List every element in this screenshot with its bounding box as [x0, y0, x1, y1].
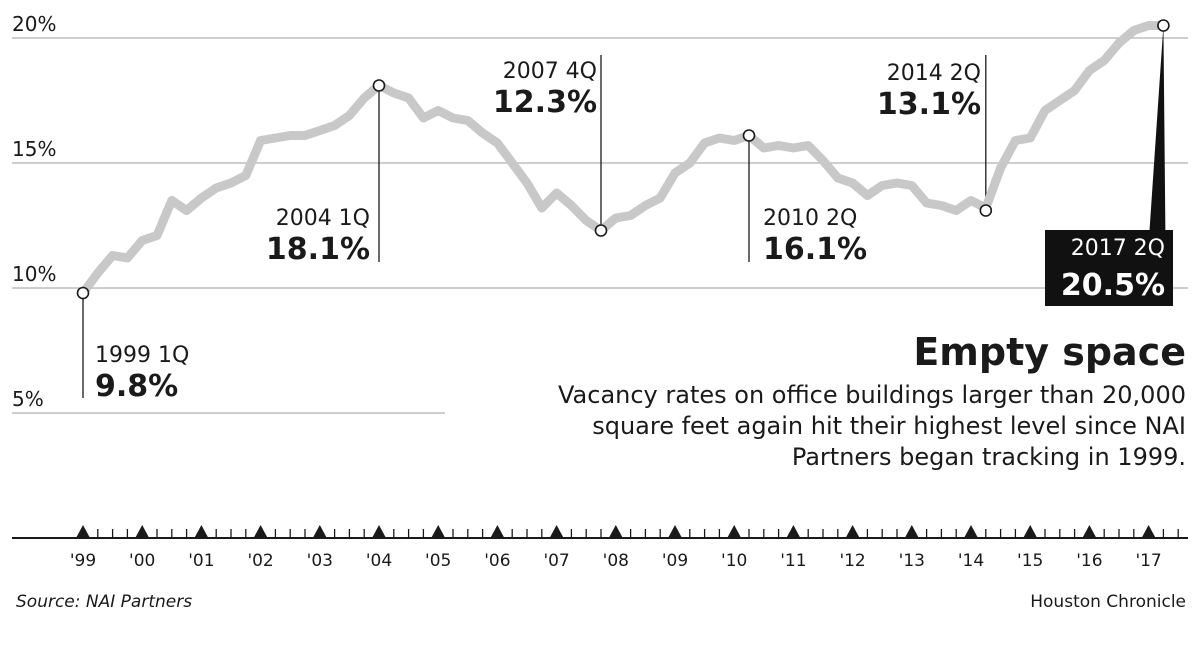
x-tick-label: '09: [662, 551, 688, 571]
x-major-tick: [312, 525, 327, 538]
title-block: Empty space Vacancy rates on office buil…: [546, 330, 1186, 473]
x-major-tick: [431, 525, 446, 538]
x-tick-label: '07: [543, 551, 569, 571]
x-major-tick: [1141, 525, 1156, 538]
annotation-value: 9.8%: [95, 369, 178, 404]
series-layer: [78, 21, 1168, 298]
highlight-callout-box: [1045, 230, 1173, 306]
x-major-tick: [727, 525, 742, 538]
y-axis-tick-labels: 20% 15% 10% 5%: [12, 12, 56, 411]
x-tick-label: '06: [484, 551, 510, 571]
y-tick-label: 20%: [12, 12, 56, 36]
gridlines: [12, 37, 1188, 414]
annotation-label: 2010 2Q: [763, 206, 857, 231]
x-tick-label: '02: [247, 551, 273, 571]
annotation-label: 2014 2Q: [887, 61, 981, 86]
x-major-tick: [845, 525, 860, 538]
source-note: Source: NAI Partners: [16, 592, 193, 612]
x-major-tick: [194, 525, 209, 538]
annotation-marker: [979, 204, 993, 217]
x-tick-label: '08: [603, 551, 629, 571]
x-major-tick: [490, 525, 505, 538]
x-major-tick: [668, 525, 682, 538]
annotation-label: 2007 4Q: [503, 59, 597, 84]
annotation-marker: [76, 286, 90, 300]
x-major-tick: [135, 525, 150, 538]
x-tick-label: '00: [129, 551, 155, 571]
annotation-leader-lines: [82, 25, 1166, 398]
x-major-tick: [786, 525, 801, 538]
annotation-label: 2004 1Q: [276, 206, 370, 231]
annotation-value: 16.1%: [763, 232, 867, 267]
x-tick-label: '04: [366, 551, 392, 571]
x-tick-label: '14: [958, 551, 984, 571]
x-axis: '99 '00 '01 '02 '03 '04 '05 '06 '07 '08 '09 '10 '11 '…: [12, 525, 1188, 571]
x-major-tick: [76, 525, 90, 538]
x-major-tick: [964, 525, 978, 538]
y-tick-label: 15%: [12, 137, 56, 161]
x-tick-label: '15: [1017, 551, 1043, 571]
x-major-tick: [1082, 525, 1097, 538]
x-major-tick: [253, 525, 268, 538]
x-tick-label: '13: [899, 551, 925, 571]
x-tick-label: '12: [839, 551, 865, 571]
annotation-marker: [594, 224, 608, 237]
x-tick-label: '16: [1076, 551, 1102, 571]
x-major-tick: [1023, 525, 1038, 538]
annotation-marker: [372, 79, 386, 92]
annotation-markers: [76, 19, 1170, 300]
annotation-value: 12.3%: [493, 85, 597, 120]
x-major-tick: [608, 525, 623, 538]
annotation-value: 13.1%: [877, 87, 981, 122]
x-tick-label: '01: [188, 551, 214, 571]
annotation-value: 18.1%: [266, 232, 370, 267]
y-tick-label: 5%: [12, 387, 44, 411]
annotation-label: 2017 2Q: [1071, 236, 1165, 261]
x-major-tick: [549, 525, 564, 538]
chart-title: Empty space: [913, 330, 1186, 374]
x-major-tick: [904, 525, 919, 538]
x-tick-label: '03: [307, 551, 333, 571]
x-tick-label: '17: [1135, 551, 1161, 571]
x-tick-label: '99: [70, 551, 96, 571]
x-tick-label: '05: [425, 551, 451, 571]
annotation-label: 1999 1Q: [95, 343, 189, 368]
publisher-credit: Houston Chronicle: [1030, 592, 1186, 612]
series-line: [78, 21, 1168, 298]
highlight-pointer: [1149, 25, 1166, 232]
x-tick-label: '10: [721, 551, 747, 571]
x-tick-label: '11: [780, 551, 806, 571]
x-major-tick: [372, 525, 386, 538]
annotation-value: 20.5%: [1061, 268, 1165, 303]
y-tick-label: 10%: [12, 262, 56, 286]
chart-subtitle: Vacancy rates on office buildings larger…: [557, 381, 1186, 471]
annotation-marker: [1157, 19, 1170, 32]
annotation-marker: [742, 129, 756, 142]
